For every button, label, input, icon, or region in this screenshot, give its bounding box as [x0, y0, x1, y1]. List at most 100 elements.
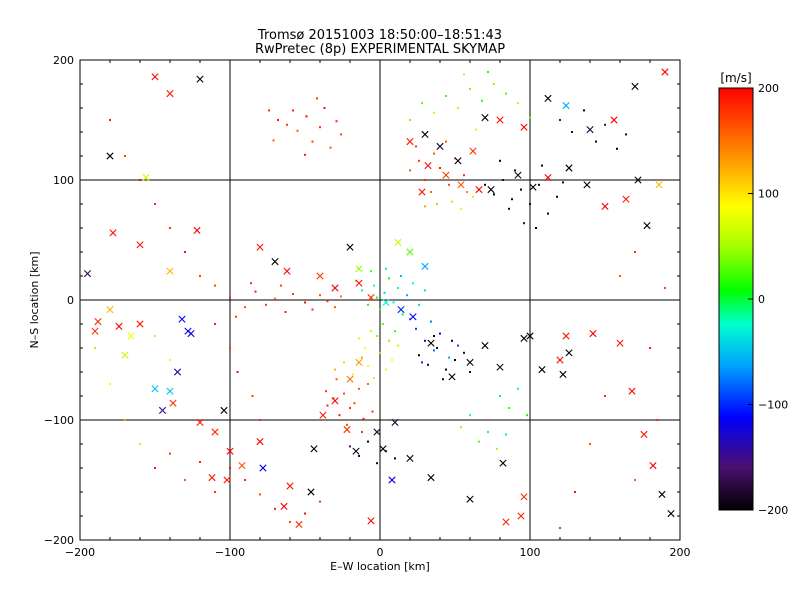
- chart-title: Tromsø 20151003 18:50:00–18:51:43: [257, 28, 502, 43]
- data-point-x-marker: [643, 222, 651, 230]
- data-point-dot: [451, 339, 453, 342]
- data-point-x-marker: [259, 464, 267, 472]
- data-point-dot: [229, 467, 231, 469]
- x-tick-label: 200: [670, 546, 691, 559]
- y-tick-label: −200: [44, 534, 74, 547]
- data-point-dot: [373, 284, 375, 287]
- data-point-x-marker: [136, 320, 144, 328]
- data-point-x-marker: [158, 406, 167, 414]
- data-point-dot: [445, 368, 447, 371]
- chart-subtitle: RwPretec (8p) EXPERIMENTAL SKYMAP: [255, 42, 505, 57]
- data-point-x-marker: [556, 356, 564, 364]
- data-point-dot: [367, 365, 369, 367]
- data-point-dot: [424, 179, 426, 181]
- data-point-dot: [529, 203, 531, 205]
- data-point-x-marker: [151, 73, 159, 81]
- data-point-dot: [319, 294, 321, 297]
- data-point-dot: [535, 227, 537, 229]
- data-points: [83, 68, 675, 529]
- data-point-dot: [616, 147, 618, 150]
- data-point-dot: [286, 123, 288, 126]
- data-point-dot: [445, 95, 447, 97]
- data-point-x-marker: [355, 279, 363, 287]
- data-point-x-marker: [343, 426, 351, 434]
- colorbar: [718, 87, 754, 511]
- data-point-x-marker: [173, 368, 182, 376]
- data-point-dot: [505, 92, 507, 95]
- data-point-dot: [433, 152, 435, 155]
- data-point-dot: [556, 195, 558, 198]
- data-point-x-marker: [442, 171, 450, 179]
- data-point-dot: [323, 107, 326, 109]
- data-point-dot: [472, 195, 474, 198]
- data-point-dot: [277, 119, 279, 121]
- data-point-dot: [268, 109, 270, 112]
- data-point-x-marker: [166, 267, 174, 275]
- data-point-dot: [304, 153, 306, 156]
- data-point-dot: [406, 294, 408, 297]
- data-point-x-marker: [457, 181, 465, 189]
- data-point-x-marker: [658, 490, 666, 498]
- data-point-dot: [469, 414, 471, 417]
- data-point-x-marker: [583, 181, 591, 189]
- data-point-dot: [529, 116, 531, 119]
- data-point-dot: [236, 371, 239, 373]
- data-point-x-marker: [121, 351, 129, 359]
- data-point-dot: [376, 462, 378, 465]
- data-point-dot: [272, 139, 275, 142]
- data-point-x-marker: [331, 284, 339, 292]
- data-point-dot: [94, 347, 96, 349]
- x-tick-label: −100: [215, 546, 245, 559]
- data-point-x-marker: [178, 315, 186, 323]
- data-point-dot: [436, 347, 438, 349]
- data-point-dot: [343, 392, 345, 395]
- data-point-dot: [292, 109, 294, 112]
- x-axis-label: E–W location [km]: [330, 560, 430, 573]
- data-point-x-marker: [562, 102, 570, 110]
- data-point-dot: [353, 402, 356, 405]
- data-point-x-marker: [406, 248, 414, 256]
- colorbar-ticks: 200 100 0 −100 −200: [748, 82, 788, 517]
- data-point-dot: [508, 407, 510, 409]
- axis-ticks: [79, 59, 681, 541]
- data-point-dot: [595, 140, 597, 143]
- data-point-dot: [401, 313, 404, 316]
- data-point-dot: [340, 133, 342, 136]
- data-point-dot: [634, 251, 636, 253]
- data-point-x-marker: [193, 226, 201, 234]
- data-point-dot: [481, 99, 483, 102]
- data-point-dot: [296, 129, 299, 132]
- data-point-dot: [625, 133, 627, 136]
- grid-lines: [80, 60, 680, 540]
- x-tick-label: −200: [65, 546, 95, 559]
- data-point-dot: [460, 426, 462, 429]
- data-point-dot: [466, 191, 468, 193]
- data-point-x-marker: [391, 418, 399, 426]
- data-point-x-marker: [667, 510, 675, 518]
- data-point-dot: [244, 479, 246, 481]
- data-point-dot: [424, 339, 426, 342]
- data-point-dot: [475, 128, 477, 131]
- data-point-x-marker: [208, 474, 216, 482]
- data-point-dot: [124, 419, 126, 421]
- data-point-dot: [361, 356, 363, 359]
- data-point-dot: [574, 491, 576, 493]
- data-point-dot: [463, 73, 465, 76]
- data-point-dot: [463, 351, 465, 354]
- data-point-dot: [154, 203, 156, 205]
- data-point-dot: [292, 293, 294, 295]
- data-point-dot: [154, 467, 156, 469]
- data-point-dot: [469, 87, 471, 90]
- data-point-dot: [430, 320, 432, 323]
- data-point-x-marker: [397, 306, 405, 314]
- data-point-x-marker: [142, 174, 150, 182]
- data-point-x-marker: [388, 476, 396, 484]
- data-point-dot: [559, 527, 561, 529]
- data-point-dot: [379, 351, 381, 354]
- data-point-x-marker: [106, 306, 114, 314]
- data-point-x-marker: [499, 459, 507, 467]
- data-point-x-marker: [346, 375, 354, 383]
- y-tick-label: 200: [53, 54, 74, 67]
- data-point-x-marker: [319, 411, 327, 419]
